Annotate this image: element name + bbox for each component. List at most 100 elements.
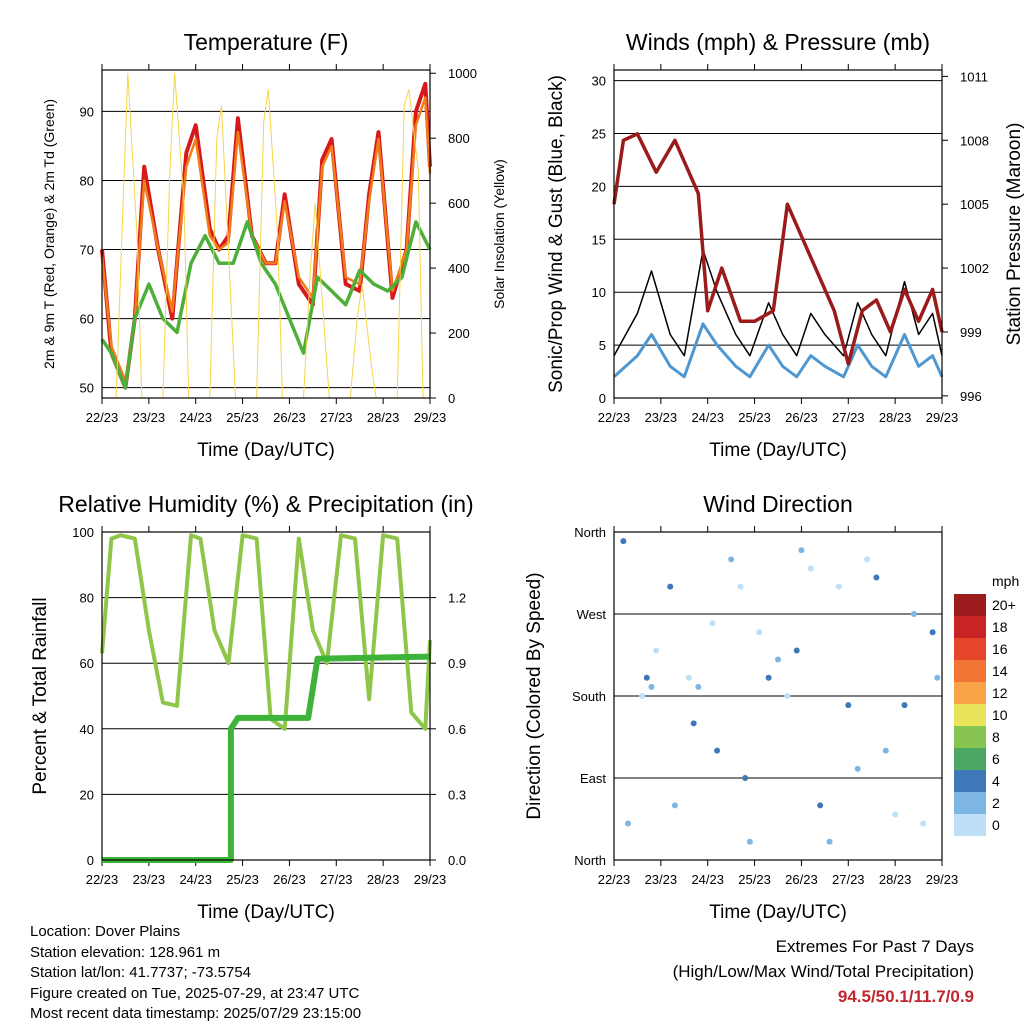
extremes-box: Extremes For Past 7 Days (High/Low/Max W… (673, 934, 974, 1009)
direction-point (934, 674, 941, 681)
chart-title: Wind Direction (703, 491, 853, 517)
direction-point (648, 683, 655, 690)
direction-point (807, 565, 814, 572)
y-tick-label: North (574, 853, 606, 868)
plot-frame (101, 69, 431, 399)
elevation-text: Station elevation: 128.961 m (30, 943, 221, 961)
y-axis-label: Sonic/Prop Wind & Gust (Blue, Black) (546, 75, 567, 393)
x-tick-label: 27/23 (832, 872, 865, 887)
solar-line (102, 72, 430, 399)
location-text: Location: Dover Plains (30, 923, 181, 940)
y-tick-label: 60 (80, 312, 94, 327)
y-right-tick-label: 200 (448, 326, 470, 341)
x-tick-label: 23/23 (645, 410, 678, 425)
direction-point (817, 802, 824, 809)
colorbar-label: 10 (992, 707, 1008, 723)
plot-frame (101, 531, 431, 861)
colorbar-swatch (954, 792, 986, 814)
direction-point (864, 556, 871, 563)
dewpoint-line (100, 220, 432, 390)
y-right-tick-label: 1008 (960, 133, 989, 148)
colorbar-label: 8 (992, 729, 1000, 745)
y-tick-label: 20 (592, 179, 606, 194)
x-tick-label: 23/23 (133, 410, 166, 425)
x-tick-label: 26/23 (785, 410, 818, 425)
direction-point (643, 674, 650, 681)
speed-colorbar: mph 20+ 18 16 14 12 10 8 6 4 2 0 (954, 573, 1019, 836)
x-tick-label: 24/23 (179, 410, 212, 425)
direction-point (854, 765, 861, 772)
direction-point (845, 702, 852, 709)
chart-title: Winds (mph) & Pressure (mb) (626, 29, 930, 55)
direction-point (690, 720, 697, 727)
x-tick-label: 24/23 (691, 410, 724, 425)
y-right-tick-label: 996 (960, 389, 982, 404)
direction-point (728, 556, 735, 563)
plot-frame (613, 69, 943, 399)
y-right-axis-label: Station Pressure (Maroon) (1004, 123, 1024, 346)
direction-point (667, 583, 674, 590)
direction-point (873, 574, 880, 581)
direction-point (920, 820, 927, 827)
direction-point (746, 838, 753, 845)
x-tick-label: 25/23 (738, 410, 771, 425)
chart-title: Relative Humidity (%) & Precipitation (i… (58, 491, 473, 517)
y-tick-label: 0 (599, 391, 606, 406)
y-right-axis-label: Solar Insolation (Yellow) (491, 159, 507, 309)
direction-point (929, 629, 936, 636)
direction-point (709, 620, 716, 627)
wind-line (612, 322, 944, 379)
y-tick-label: 10 (592, 285, 606, 300)
direction-point (625, 820, 632, 827)
x-tick-label: 28/23 (879, 410, 912, 425)
x-tick-label: 22/23 (598, 410, 631, 425)
direction-point (892, 811, 899, 818)
y-axis-label: 2m & 9m T (Red, Orange) & 2m Td (Green) (41, 99, 57, 369)
x-tick-label: 26/23 (273, 410, 306, 425)
x-tick-label: 23/23 (645, 872, 678, 887)
station-info: Location: Dover Plains Station elevation… (30, 922, 361, 1025)
x-tick-label: 24/23 (179, 872, 212, 887)
direction-point (639, 693, 646, 699)
y-right-tick-label: 1011 (960, 69, 988, 84)
colorbar-swatch (954, 704, 986, 726)
y-tick-label: 50 (80, 381, 94, 396)
direction-point (901, 702, 908, 709)
y-right-tick-label: 0.6 (448, 722, 466, 737)
y-right-tick-label: 999 (960, 325, 982, 340)
rain-line (102, 653, 431, 863)
direction-point (793, 647, 800, 654)
colorbar-label: 4 (992, 773, 1000, 789)
y-right-tick-label: 800 (448, 131, 470, 146)
y-tick-label: 40 (80, 722, 94, 737)
y-tick-label: 25 (592, 126, 606, 141)
temperature-panel: 50 60 70 80 90 0 200 400 600 800 1000 22/23 23/23 24/… (41, 29, 507, 461)
colorbar-swatch (954, 660, 986, 682)
y-right-tick-label: 400 (448, 261, 470, 276)
colorbar-swatch (954, 638, 986, 660)
direction-point (742, 775, 749, 781)
y-tick-label: 5 (599, 338, 606, 353)
direction-point (826, 838, 833, 845)
x-axis-label: Time (Day/UTC) (197, 440, 335, 461)
created-text: Figure created on Tue, 2025-07-29, at 23… (30, 984, 360, 1002)
direction-point (910, 611, 917, 617)
y-tick-label: North (574, 525, 606, 540)
direction-point (685, 674, 692, 681)
y-right-tick-label: 0.3 (448, 787, 466, 802)
extremes-subtitle: (High/Low/Max Wind/Total Precipitation) (672, 962, 974, 981)
extremes-values: 94.5/50.1/11.7/0.9 (837, 987, 974, 1006)
pressure-line (612, 132, 944, 366)
direction-point (882, 747, 889, 754)
y-tick-label: 90 (80, 104, 94, 119)
y-right-tick-label: 0 (448, 391, 455, 406)
x-tick-label: 27/23 (320, 872, 353, 887)
y-axis-label: Direction (Colored By Speed) (524, 572, 545, 819)
direction-point (737, 583, 744, 590)
x-tick-label: 26/23 (273, 872, 306, 887)
direction-point (756, 629, 763, 636)
colorbar-label: 6 (992, 751, 1000, 767)
direction-point (784, 693, 791, 699)
direction-point (671, 802, 678, 809)
colorbar-label: 0 (992, 817, 1000, 833)
